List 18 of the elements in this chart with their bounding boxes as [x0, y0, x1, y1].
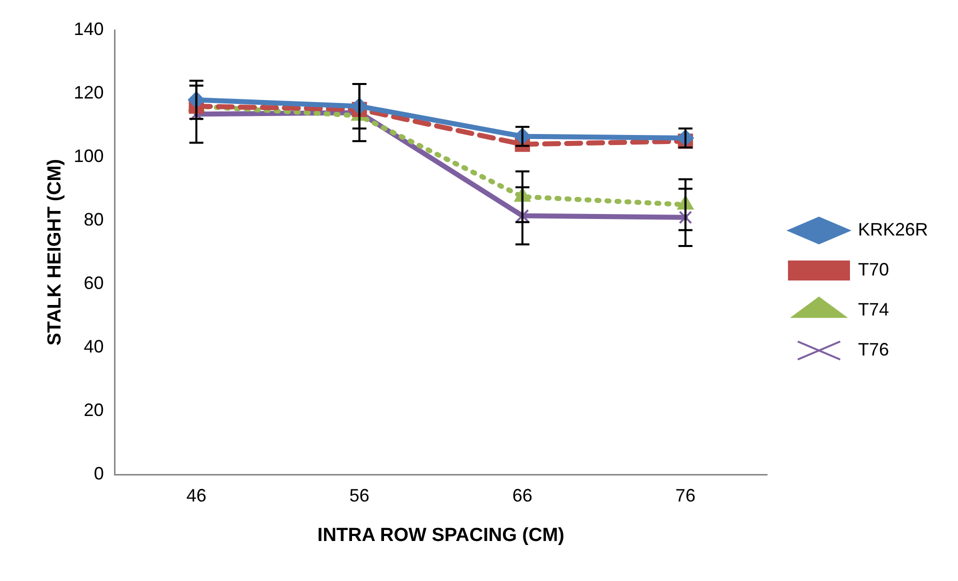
x-tick-label: 46 — [186, 485, 206, 506]
legend-label: T74 — [858, 299, 889, 320]
y-tick-label: 140 — [74, 18, 104, 39]
x-axis-title: INTRA ROW SPACING (CM) — [317, 524, 564, 546]
legend-label: KRK26R — [858, 219, 928, 240]
y-tick-label: 60 — [84, 273, 104, 294]
y-tick-label: 120 — [74, 82, 104, 102]
legend-label: T70 — [858, 259, 889, 280]
y-tick-label: 80 — [84, 210, 104, 230]
y-tick-label: 20 — [84, 400, 104, 420]
legend-label: T76 — [858, 339, 889, 360]
y-axis-title: STALK HEIGHT (CM) — [44, 159, 66, 346]
y-tick-label: 0 — [94, 464, 104, 484]
x-tick-label: 66 — [512, 485, 532, 506]
y-tick-label: 40 — [84, 336, 104, 357]
x-tick-label: 56 — [349, 485, 370, 506]
y-tick-label: 100 — [74, 146, 104, 166]
x-tick-label: 76 — [675, 485, 696, 506]
